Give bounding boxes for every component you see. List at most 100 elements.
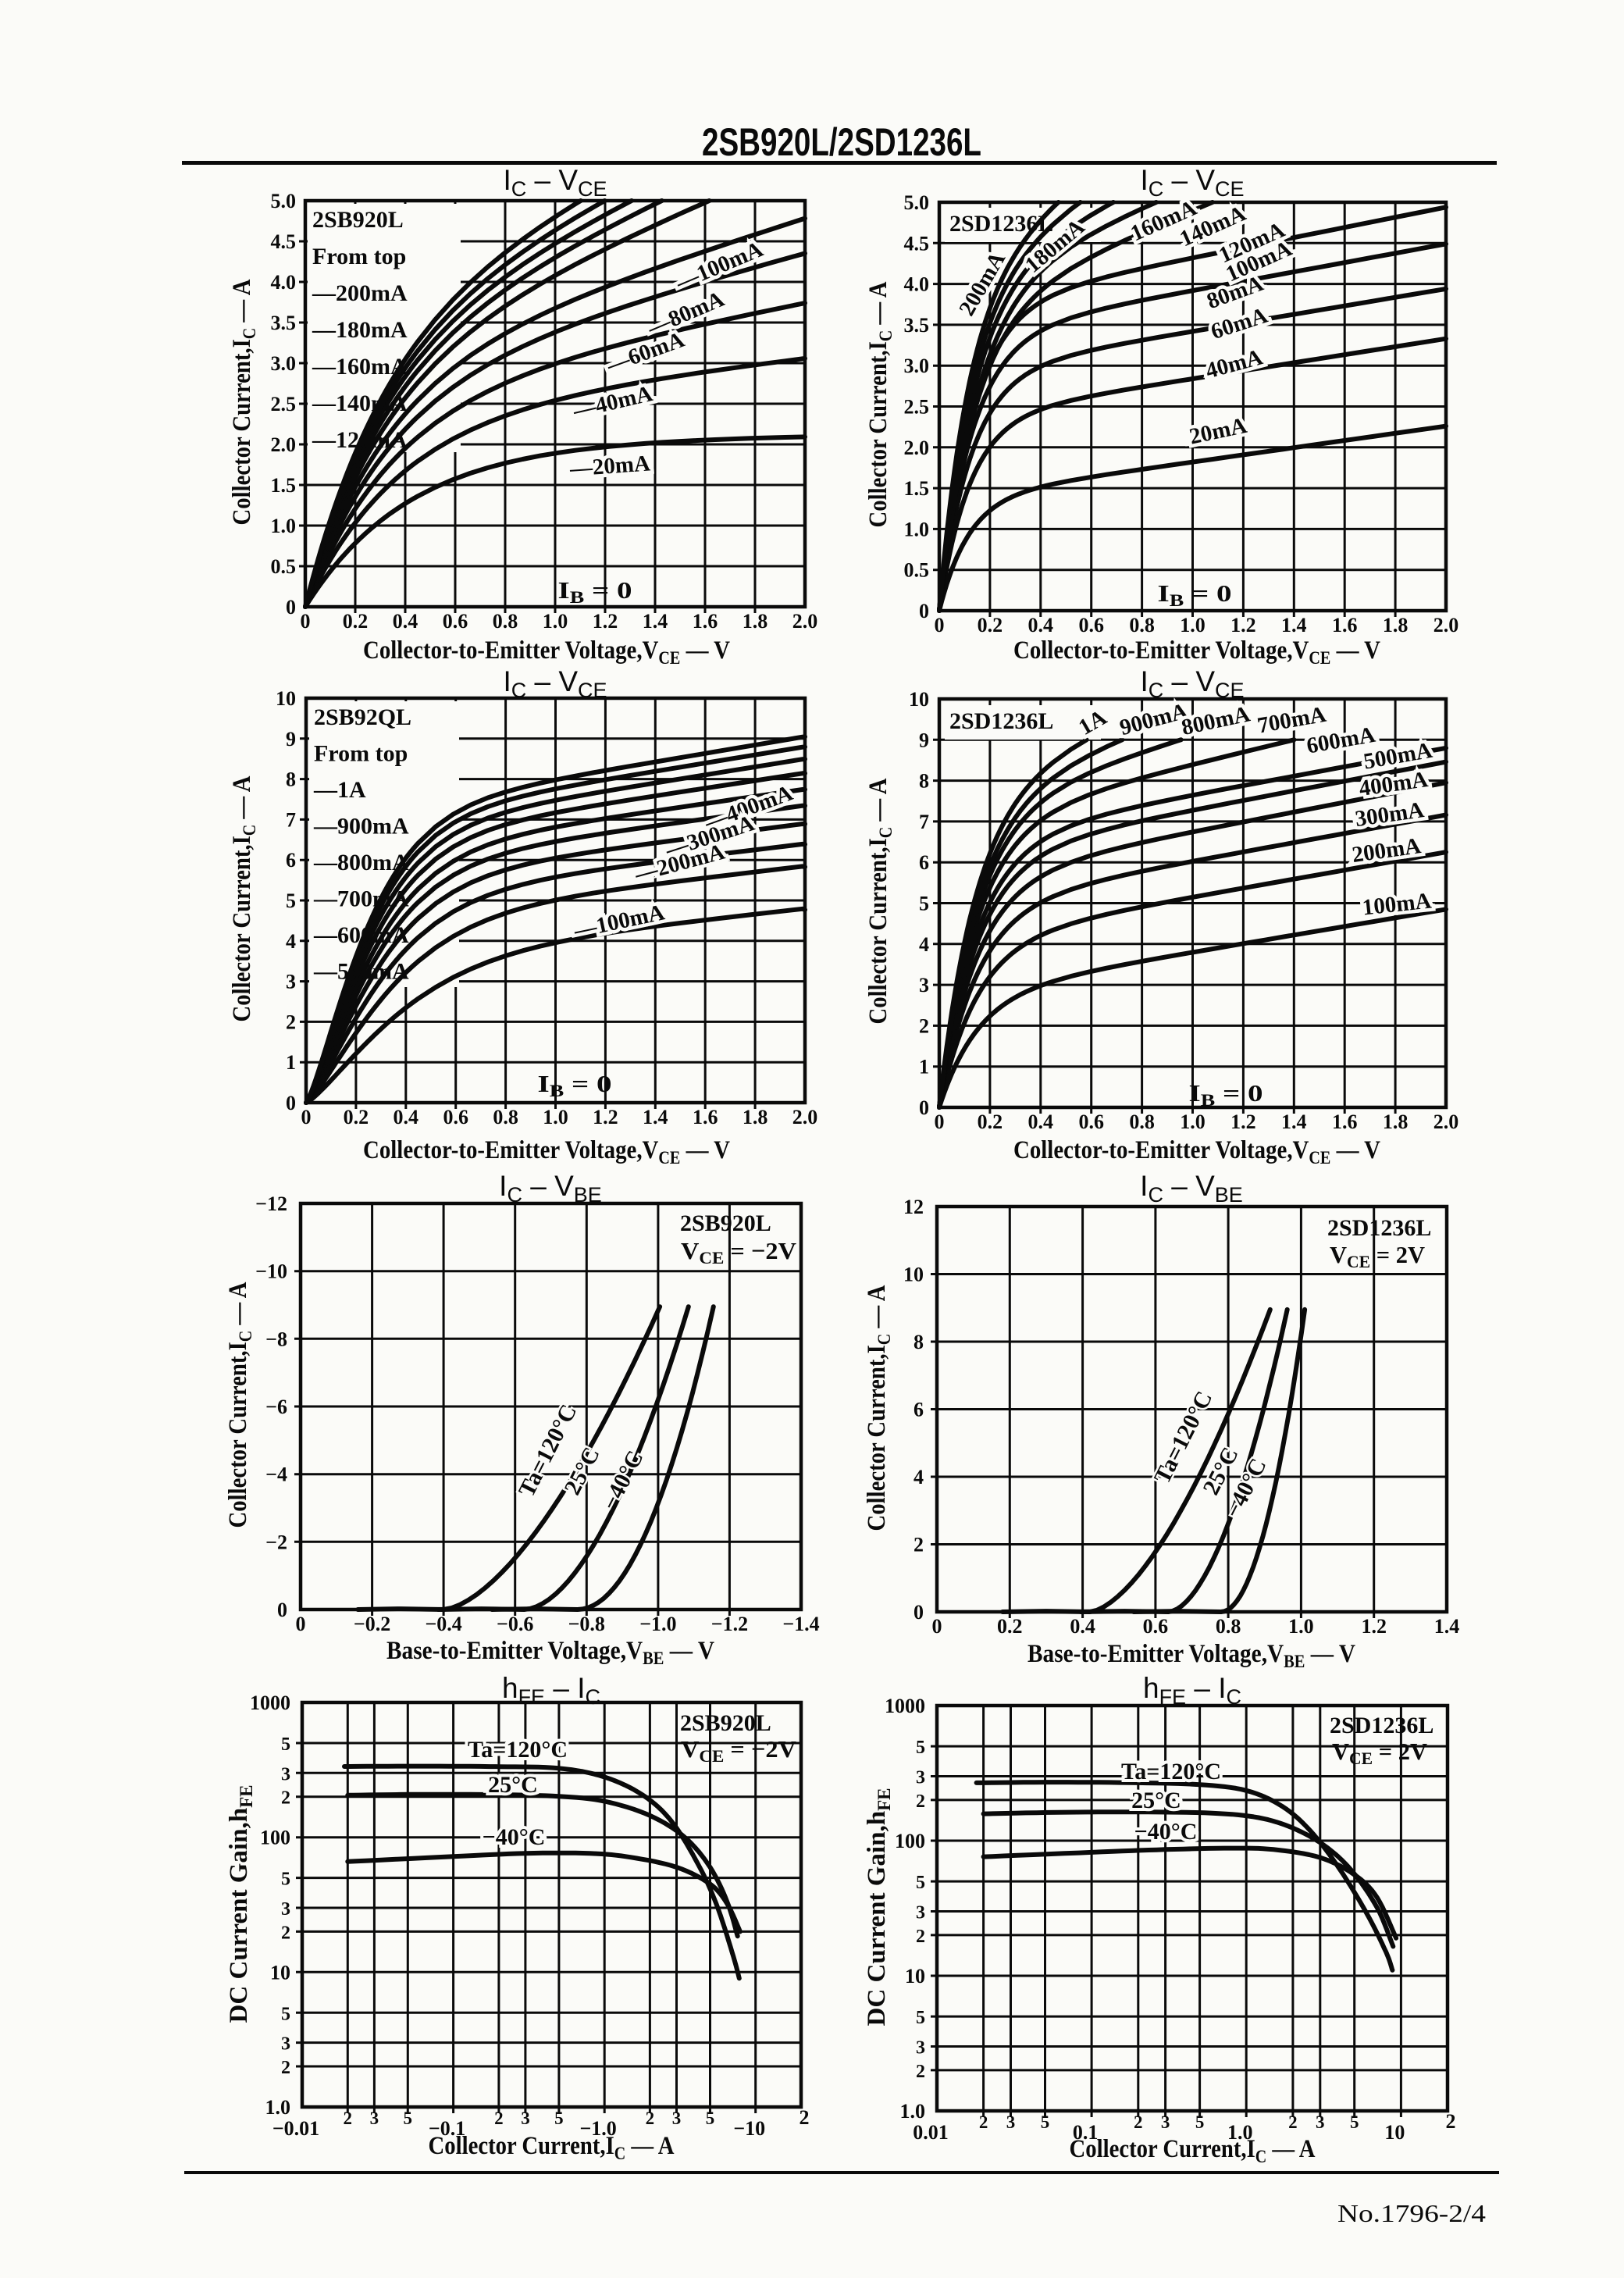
svg-text:Collector-to-Emitter Voltage,V: Collector-to-Emitter Voltage,VCE​ — V [363,1136,730,1168]
svg-text:−4: −4 [265,1463,287,1486]
svg-text:2: 2 [916,1791,925,1812]
svg-text:25°C: 25°C [1131,1788,1181,1813]
svg-text:0.2: 0.2 [978,1110,1003,1133]
svg-text:0.8: 0.8 [1129,614,1155,636]
svg-text:1.4: 1.4 [643,1106,668,1128]
svg-text:Base-to-Emitter Voltage,VBE​ —: Base-to-Emitter Voltage,VBE​ — V [386,1637,714,1668]
svg-text:2.0: 2.0 [792,610,818,633]
svg-text:—180mA: —180mA [312,317,408,343]
svg-text:4: 4 [914,1466,924,1488]
svg-text:1.2: 1.2 [1230,1110,1256,1133]
svg-text:1.2: 1.2 [1230,614,1256,636]
svg-text:2.0: 2.0 [904,437,930,459]
svg-text:4.5: 4.5 [904,232,930,255]
svg-text:0.6: 0.6 [1143,1615,1169,1638]
svg-text:5: 5 [281,1734,290,1755]
svg-text:0: 0 [919,1096,929,1119]
svg-text:0: 0 [296,1613,306,1635]
svg-text:From top: From top [312,244,406,269]
svg-text:5: 5 [281,2004,290,2024]
svg-text:−0.8: −0.8 [568,1613,605,1635]
svg-text:3: 3 [370,2109,379,2128]
svg-text:1.2: 1.2 [1361,1615,1387,1638]
svg-text:2: 2 [286,1011,296,1033]
svg-text:5: 5 [919,893,929,915]
svg-text:2SD1236L: 2SD1236L [949,211,1053,237]
svg-text:0.4: 0.4 [394,1106,419,1128]
svg-text:0.6: 0.6 [1078,1110,1104,1133]
svg-text:1000: 1000 [885,1695,925,1717]
svg-text:3: 3 [286,971,296,993]
svg-text:0.2: 0.2 [343,610,369,633]
svg-text:Collector Current,IC​ — A: Collector Current,IC​ — A [1070,2135,1316,2166]
svg-text:0.4: 0.4 [393,610,418,633]
svg-text:1: 1 [919,1056,929,1078]
svg-text:IB​ = 0: IB​ = 0 [1158,579,1232,610]
svg-text:1000: 1000 [250,1692,290,1714]
svg-text:5: 5 [1350,2112,1359,2132]
svg-text:Collector Current,IC​ — A: Collector Current,IC​ — A [228,279,259,525]
svg-text:0.8: 0.8 [493,1106,518,1128]
svg-text:0.4: 0.4 [1070,1615,1095,1638]
svg-text:1.0: 1.0 [265,2096,291,2119]
svg-text:5: 5 [916,1873,925,1893]
svg-text:Collector Current,IC​ — A: Collector Current,IC​ — A [224,1282,255,1528]
svg-text:2: 2 [916,2062,925,2082]
svg-text:IC​ – VCE​: IC​ – VCE​ [503,665,607,702]
svg-text:2.0: 2.0 [792,1106,818,1128]
svg-text:3: 3 [281,1899,290,1920]
svg-text:5: 5 [706,2109,715,2128]
svg-text:2SB92QL: 2SB92QL [314,704,411,730]
svg-text:−8: −8 [265,1328,287,1350]
svg-text:3: 3 [281,1764,290,1784]
svg-text:5: 5 [281,1870,290,1890]
svg-text:4: 4 [286,930,296,953]
svg-text:2SB920L/2SD1236L: 2SB920L/2SD1236L [702,120,981,164]
svg-text:0.4: 0.4 [1028,1110,1054,1133]
svg-text:Ta=120°C: Ta=120°C [468,1737,568,1763]
svg-text:Collector Current,IC​ — A: Collector Current,IC​ — A [864,281,896,527]
svg-text:IC​ – VCE​: IC​ – VCE​ [503,164,607,201]
svg-text:Collector Current,IC​ — A: Collector Current,IC​ — A [863,1285,894,1531]
svg-text:−0.01: −0.01 [272,2117,319,2140]
svg-text:2: 2 [914,1534,924,1556]
svg-text:0: 0 [919,600,929,622]
svg-text:2: 2 [1288,2112,1298,2132]
svg-text:2: 2 [494,2109,504,2128]
svg-text:1.2: 1.2 [593,610,618,633]
svg-text:4: 4 [919,933,929,956]
svg-text:1.0: 1.0 [1227,2121,1253,2144]
svg-text:2: 2 [919,1014,929,1037]
svg-text:0.01: 0.01 [913,2121,949,2144]
svg-text:1.0: 1.0 [543,610,568,633]
svg-text:9: 9 [919,729,929,751]
svg-text:3: 3 [1161,2112,1170,2132]
svg-text:Collector Current,IC​ — A: Collector Current,IC​ — A [864,778,896,1024]
svg-text:2SB920L: 2SB920L [680,1210,771,1236]
svg-text:—140mA: —140mA [312,390,408,416]
svg-text:0: 0 [286,596,296,619]
svg-text:—700mA: —700mA [313,886,409,912]
svg-text:5.0: 5.0 [271,190,297,212]
svg-text:10: 10 [909,688,929,711]
svg-text:−1.0: −1.0 [579,2117,616,2140]
svg-text:7: 7 [919,811,929,833]
svg-text:1.0: 1.0 [271,515,297,537]
svg-text:2SD1236L: 2SD1236L [1327,1215,1431,1241]
svg-text:10: 10 [1384,2121,1405,2144]
svg-text:2.5: 2.5 [271,393,297,415]
svg-text:2SB920L: 2SB920L [312,207,404,233]
svg-text:8: 8 [914,1331,924,1353]
svg-text:−0.4: −0.4 [425,1613,461,1635]
svg-text:5: 5 [1195,2112,1205,2132]
svg-text:IC​ – VBE​: IC​ – VBE​ [499,1170,602,1207]
svg-text:3: 3 [281,2034,290,2055]
svg-text:2SD1236L: 2SD1236L [949,708,1053,734]
svg-text:0: 0 [286,1092,296,1114]
svg-text:0: 0 [935,614,945,636]
svg-text:1.0: 1.0 [904,518,930,540]
svg-text:1.5: 1.5 [271,474,297,497]
svg-text:1.6: 1.6 [1332,614,1358,636]
svg-text:6: 6 [914,1399,924,1421]
svg-text:0.8: 0.8 [493,610,518,633]
